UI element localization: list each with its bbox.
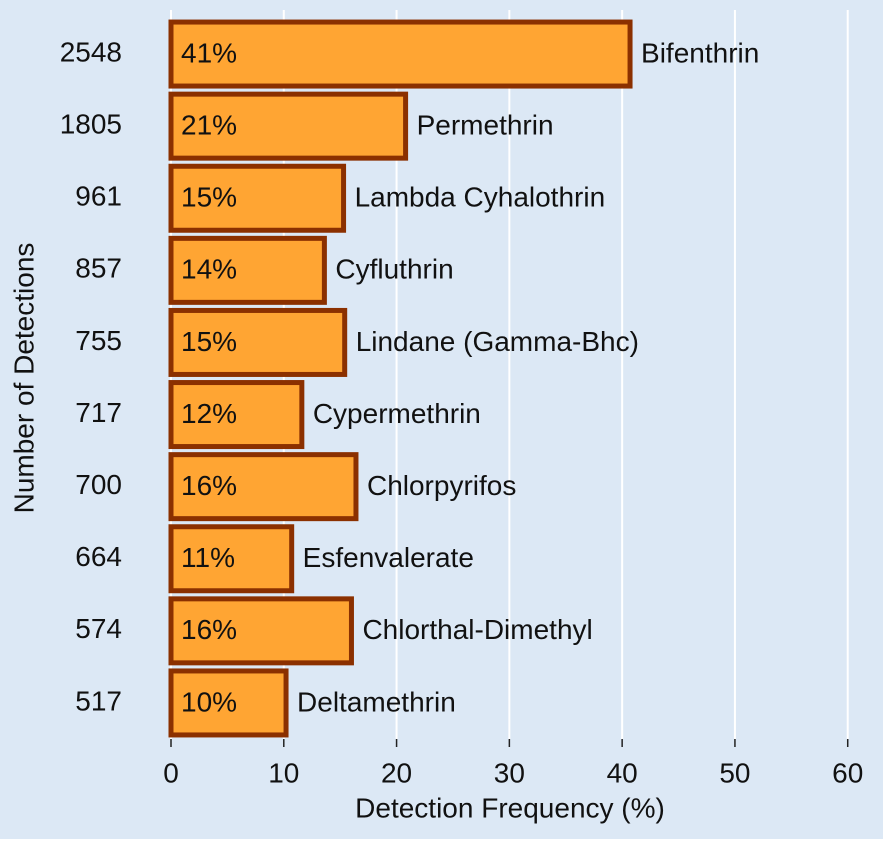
- value-label: 14%: [181, 254, 237, 285]
- bar: [168, 668, 289, 738]
- y-tick-label: 574: [75, 613, 122, 644]
- x-tick-label: 30: [494, 757, 525, 788]
- x-tick-label: 40: [607, 757, 638, 788]
- x-tick-label: 0: [163, 757, 179, 788]
- bar-label: Lindane (Gamma-Bhc): [356, 326, 639, 357]
- bar-label: Cyfluthrin: [335, 254, 453, 285]
- bar: [168, 19, 633, 89]
- value-label: 15%: [181, 326, 237, 357]
- y-tick-label: 700: [75, 469, 122, 500]
- y-tick-label: 664: [75, 541, 122, 572]
- bar: [168, 235, 327, 305]
- bar-label: Bifenthrin: [641, 37, 759, 68]
- x-tick-label: 10: [268, 757, 299, 788]
- value-label: 21%: [181, 110, 237, 141]
- value-label: 16%: [181, 470, 237, 501]
- bar-label: Permethrin: [417, 110, 554, 141]
- bar-label: Lambda Cyhalothrin: [355, 182, 606, 213]
- bar: [168, 380, 305, 450]
- y-tick-label: 857: [75, 253, 122, 284]
- value-label: 15%: [181, 182, 237, 213]
- y-tick-label: 717: [75, 397, 122, 428]
- y-tick-label: 755: [75, 325, 122, 356]
- y-tick-label: 961: [75, 181, 122, 212]
- x-tick-label: 60: [832, 757, 863, 788]
- value-label: 11%: [181, 542, 235, 573]
- bar: [168, 91, 409, 161]
- bar-label: Deltamethrin: [297, 686, 456, 717]
- bar-label: Cypermethrin: [313, 398, 481, 429]
- bar: [168, 596, 354, 666]
- value-label: 16%: [181, 614, 237, 645]
- value-label: 10%: [181, 686, 237, 717]
- bar-label: Chlorpyrifos: [367, 470, 516, 501]
- value-label: 41%: [181, 37, 237, 68]
- value-label: 12%: [181, 398, 237, 429]
- x-tick-label: 20: [381, 757, 412, 788]
- y-tick-label: 517: [75, 685, 122, 716]
- bar: [168, 307, 348, 377]
- bar: [168, 452, 359, 522]
- y-tick-label: 1805: [60, 109, 122, 140]
- y-tick-label: 2548: [60, 36, 122, 67]
- x-axis-label: Detection Frequency (%): [355, 792, 665, 823]
- bar-label: Esfenvalerate: [303, 542, 474, 573]
- y-axis-label: Number of Detections: [8, 243, 39, 514]
- bar-label: Chlorthal-Dimethyl: [362, 614, 592, 645]
- bar: [168, 524, 295, 594]
- x-tick-label: 50: [719, 757, 750, 788]
- bar: [168, 163, 347, 233]
